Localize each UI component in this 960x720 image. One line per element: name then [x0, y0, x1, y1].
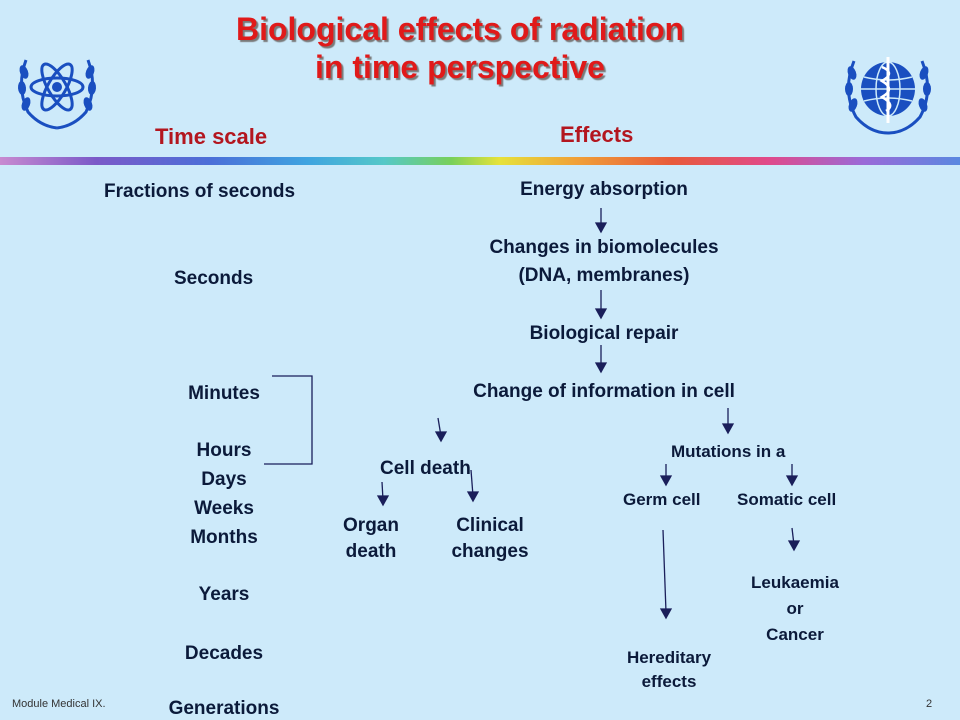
effect-energy-absorption: Energy absorption: [520, 179, 688, 200]
arrow-info-to-mutations: [721, 408, 735, 435]
organ-line2: death: [345, 541, 397, 562]
time-decades: Decades: [184, 643, 264, 664]
leuk-line1: Leukaemia: [751, 573, 839, 592]
effect-cell-death: Cell death: [380, 458, 471, 479]
effect-organ-death: Organ death: [326, 515, 416, 563]
time-fractions: Fractions of seconds: [104, 181, 296, 202]
arrow-changes-to-repair: [594, 290, 608, 320]
hered-line1: Hereditary: [626, 648, 712, 667]
hered-line2: effects: [641, 672, 697, 691]
slide-title: Biological effects of radiation in time …: [180, 10, 740, 86]
who-logo-icon: [845, 57, 931, 135]
title-line-1: Biological effects of radiation: [235, 11, 685, 47]
arrow-mutations-to-somatic: [785, 464, 799, 487]
time-seconds: Seconds: [174, 268, 254, 289]
effect-germ-cell: Germ cell: [623, 490, 701, 509]
effect-clinical-changes: Clinical changes: [430, 515, 550, 563]
leuk-line3: Cancer: [766, 625, 824, 644]
time-minutes: Minutes: [188, 383, 260, 404]
time-bracket: [264, 375, 313, 465]
arrow-cell-death-to-organ: [376, 481, 390, 507]
iaea-logo-icon: [17, 59, 97, 130]
arrow-germ-to-hereditary: [659, 529, 673, 620]
time-scale-header: Time scale: [155, 124, 268, 149]
title-line-2: in time perspective: [315, 49, 605, 85]
time-generations: Generations: [168, 698, 280, 719]
page-number: 2: [926, 698, 933, 710]
rainbow-divider: [0, 157, 960, 165]
time-days: Days: [201, 469, 247, 490]
effect-hereditary: Hereditary effects: [604, 646, 734, 694]
time-weeks: Weeks: [194, 498, 254, 519]
arrow-somatic-to-leukaemia: [787, 527, 801, 552]
clinical-line2: changes: [451, 541, 529, 562]
time-years: Years: [198, 584, 250, 605]
arrow-info-to-cell-death: [434, 417, 448, 443]
arrow-cell-death-to-clinical: [466, 469, 480, 503]
effect-changes-line2: (DNA, membranes): [518, 265, 690, 286]
arrow-energy-to-changes: [594, 208, 608, 234]
effect-somatic-cell: Somatic cell: [737, 490, 837, 509]
effect-changes-line1: Changes in biomolecules: [489, 237, 719, 258]
arrow-mutations-to-germ: [659, 464, 673, 487]
arrow-repair-to-info: [594, 345, 608, 374]
time-hours: Hours: [196, 440, 252, 461]
effect-information-change: Change of information in cell: [473, 381, 735, 402]
footer-module: Module Medical IX.: [12, 698, 106, 710]
effects-header: Effects: [560, 122, 634, 147]
organ-line1: Organ: [343, 515, 399, 536]
effect-mutations: Mutations in a: [671, 442, 786, 461]
time-months: Months: [190, 527, 258, 548]
effect-biological-repair: Biological repair: [529, 323, 679, 344]
effect-leukaemia-cancer: Leukaemia or Cancer: [730, 570, 860, 648]
leuk-line2: or: [786, 599, 804, 618]
clinical-line1: Clinical: [456, 515, 524, 536]
